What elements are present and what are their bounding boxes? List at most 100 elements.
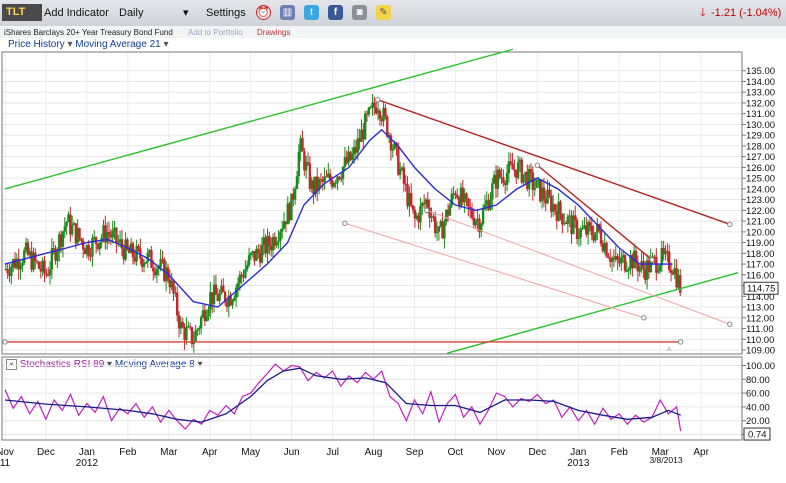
candle-body xyxy=(599,230,603,244)
chevron-down-icon[interactable]: ▾ xyxy=(183,7,189,19)
indicator-legend[interactable]: × Stochastics RSI 89 ▾ Moving Average 8 … xyxy=(6,359,203,370)
x-tick-label: Nov xyxy=(487,447,505,458)
candle-body xyxy=(304,162,308,171)
y-tick-label: 130.00 xyxy=(746,120,775,131)
candle-body xyxy=(117,241,120,243)
price-legend[interactable]: Price History ▾ Moving Average 21 ▾ xyxy=(8,39,169,50)
price-legend-overlay[interactable]: Moving Average 21 xyxy=(75,39,161,50)
candle-body xyxy=(387,135,391,137)
candle-body xyxy=(11,259,15,267)
candle-body xyxy=(124,239,127,260)
candle-body xyxy=(535,179,538,188)
candle-body xyxy=(504,183,507,185)
indicator-legend-overlay[interactable]: Moving Average 8 xyxy=(114,359,195,370)
candle-body xyxy=(664,250,667,255)
candle-body xyxy=(632,250,636,269)
candle-body xyxy=(351,154,354,160)
candle-body xyxy=(238,274,242,283)
candle-body xyxy=(144,262,148,264)
candle-body xyxy=(653,256,656,258)
candle-body xyxy=(562,223,566,225)
candle-body xyxy=(478,218,481,233)
candle-body xyxy=(400,167,404,170)
portfolio-icon[interactable]: ▥ xyxy=(280,5,295,20)
add-indicator-button[interactable]: Add Indicator xyxy=(44,7,109,19)
candle-body xyxy=(612,257,616,260)
close-icon[interactable]: × xyxy=(6,359,17,370)
candle-body xyxy=(524,171,527,175)
trendline-lower-green xyxy=(447,271,739,354)
candle-body xyxy=(128,248,131,254)
chevron-down-icon[interactable]: ▾ xyxy=(163,39,169,50)
candle-body xyxy=(548,189,551,196)
candle-body xyxy=(581,228,584,230)
period-select[interactable]: Daily xyxy=(119,7,144,19)
candle-body xyxy=(675,268,678,288)
candle-body xyxy=(258,252,262,263)
subheader xyxy=(0,26,786,38)
candle-body xyxy=(269,246,273,251)
symbol-label[interactable]: TLT xyxy=(2,4,42,21)
candle-body xyxy=(185,327,188,341)
candle-body xyxy=(164,267,168,282)
indicator-legend-series[interactable]: Stochastics RSI 89 xyxy=(19,359,105,370)
candle-body xyxy=(177,315,181,329)
scroll-up-icon xyxy=(666,346,672,351)
y-tick-label: 132.00 xyxy=(746,98,775,109)
candle-body xyxy=(317,179,321,191)
candle-body xyxy=(220,285,223,294)
candle-body xyxy=(386,116,389,137)
candle-body xyxy=(279,231,282,241)
candle-body xyxy=(502,177,505,184)
candle-body xyxy=(39,268,43,272)
candle-body xyxy=(371,102,374,108)
candle-body xyxy=(369,107,372,109)
trendline-handle xyxy=(534,162,541,168)
trendline-steep-red xyxy=(536,164,653,261)
settings-button[interactable]: Settings xyxy=(206,7,246,19)
candle-body xyxy=(505,173,509,185)
stochastic-ma-line xyxy=(4,367,681,423)
twitter-icon[interactable]: t xyxy=(304,5,319,20)
candle-body xyxy=(658,265,662,272)
note-icon[interactable]: ✎ xyxy=(376,5,391,20)
x-tick-year-label: 2012 xyxy=(76,458,99,469)
candle-body xyxy=(441,221,444,239)
candle-body xyxy=(308,163,312,189)
candle-body xyxy=(456,195,459,198)
camera-icon[interactable]: ◙ xyxy=(352,5,367,20)
candle-body xyxy=(211,292,214,305)
candle-body xyxy=(70,224,74,235)
price-legend-series[interactable]: Price History xyxy=(8,39,65,50)
chevron-down-icon[interactable]: ▾ xyxy=(67,39,73,50)
candle-body xyxy=(472,217,476,226)
add-to-portfolio-link[interactable]: Add to Portfolio xyxy=(188,28,243,37)
trendline-upper-green xyxy=(4,48,513,190)
candle-body xyxy=(266,235,269,254)
candle-body xyxy=(187,326,190,328)
candle-body xyxy=(288,203,291,221)
candle-body xyxy=(583,225,586,229)
candle-body xyxy=(669,269,673,273)
candle-body xyxy=(362,129,365,140)
candle-body xyxy=(277,240,280,243)
candle-body xyxy=(513,169,516,171)
candle-body xyxy=(577,237,581,239)
x-tick-label: Jul xyxy=(326,447,339,458)
candle-body xyxy=(203,310,207,321)
drawings-link[interactable]: Drawings xyxy=(257,28,291,37)
candle-body xyxy=(546,189,549,204)
candle-body xyxy=(432,216,435,218)
candle-body xyxy=(255,248,258,261)
candle-body xyxy=(201,310,205,318)
candle-body xyxy=(625,270,629,272)
candle-body xyxy=(15,258,19,268)
chevron-down-icon[interactable]: ▾ xyxy=(197,359,203,370)
candle-body xyxy=(656,271,660,273)
candle-body xyxy=(286,203,289,225)
alarm-clock-icon[interactable]: ⏰ xyxy=(256,5,271,20)
chevron-down-icon[interactable]: ▾ xyxy=(107,359,113,370)
facebook-icon[interactable]: f xyxy=(328,5,343,20)
candle-body xyxy=(332,182,336,187)
